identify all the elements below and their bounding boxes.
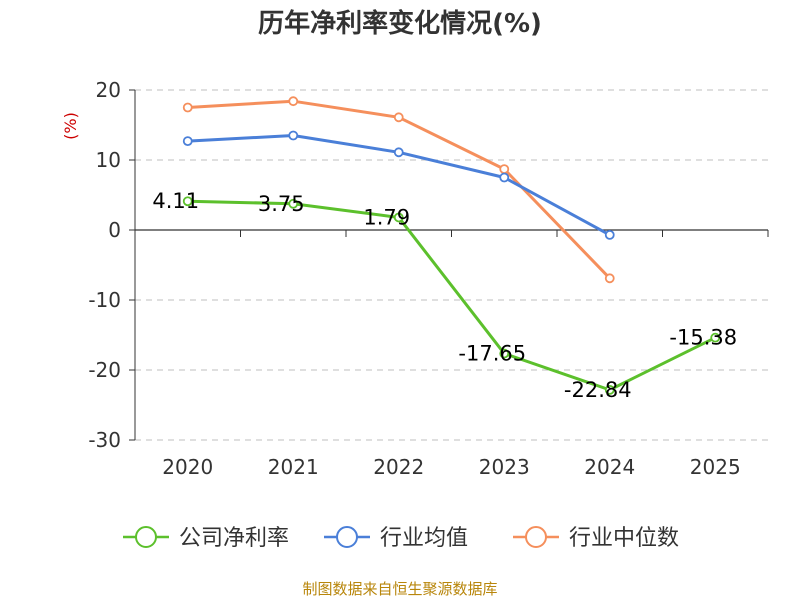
x-tick-label: 2023 [479,455,530,479]
legend-item: 公司净利率 [123,526,289,551]
data-label: 3.75 [258,192,305,216]
legend-label: 公司净利率 [179,526,289,551]
legend-item: 行业均值 [324,526,468,551]
legend-marker [336,526,358,548]
data-point [393,147,404,158]
data-point [499,172,510,183]
data-point [288,130,299,141]
data-point [182,136,193,147]
axes: 20 10 0 -10 -20 -30 2020 2021 2022 2023 2024 2025 [88,78,769,479]
y-tick-label: 10 [96,148,121,172]
data-label: 4.11 [152,189,199,213]
data-point [499,348,510,359]
series-line [187,99,611,280]
x-tick-label: 2025 [690,455,741,479]
x-tick-label: 2022 [373,455,424,479]
y-tick-label: -30 [88,428,121,452]
data-point [604,384,615,395]
data-point [288,198,299,209]
legend-label: 行业中位数 [569,526,679,551]
data-label: -15.38 [669,326,737,350]
data-point [393,112,404,123]
data-point [604,229,615,240]
legend-item: 行业中位数 [513,526,679,551]
legend-label: 行业均值 [380,526,468,551]
legend: 公司净利率 行业均值 行业中位数 [123,526,679,551]
data-point [182,102,193,113]
data-label: -17.65 [458,342,526,366]
y-tick-label: 0 [108,218,121,242]
x-tick-label: 2020 [162,455,213,479]
data-labels: 4.11 3.75 1.79 -17.65 -22.84 -15.38 [152,189,737,402]
data-point [288,96,299,107]
data-point [182,196,193,207]
source-note: 制图数据来自恒生聚源数据库 [302,580,498,598]
legend-marker [135,526,157,548]
legend-marker [525,526,547,548]
chart-title: 历年净利率变化情况(%) [258,8,542,39]
y-tick-label: -10 [88,288,121,312]
data-point [393,212,404,223]
y-tick-label: -20 [88,358,121,382]
data-point [499,164,510,175]
x-tick-label: 2024 [584,455,635,479]
y-tick-label: 20 [96,78,121,102]
data-label: -22.84 [564,378,632,402]
data-point [710,332,721,343]
data-label: 1.79 [363,205,410,229]
series-layer [182,96,721,395]
series-line [187,199,716,392]
y-axis-label: (%) [61,112,80,140]
data-point [604,273,615,284]
x-tick-label: 2021 [268,455,319,479]
